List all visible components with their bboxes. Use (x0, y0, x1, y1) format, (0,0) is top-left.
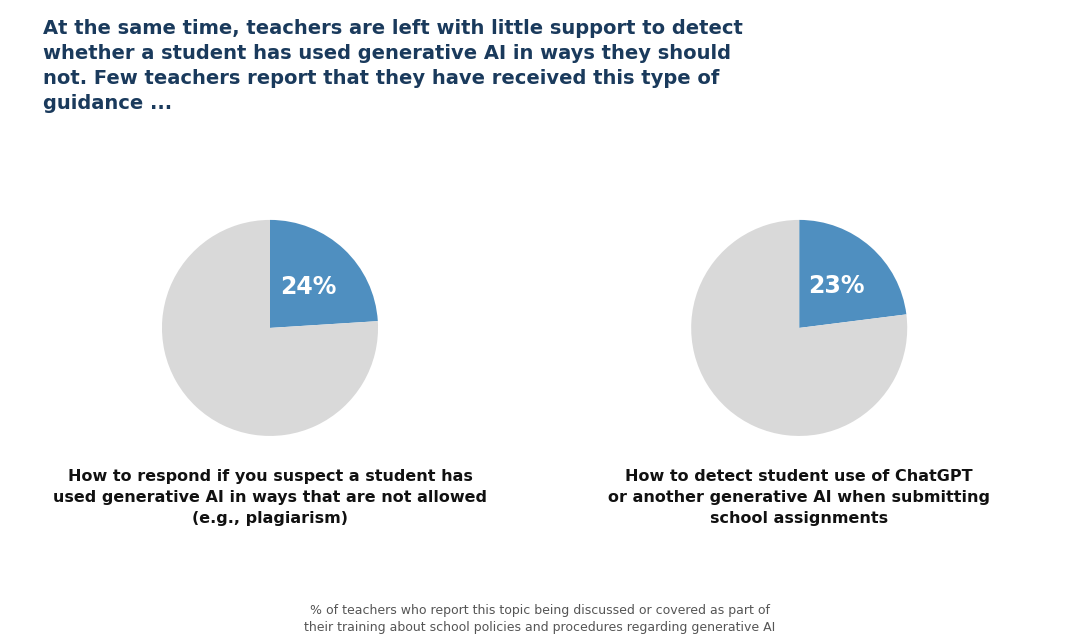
Wedge shape (799, 220, 906, 328)
Text: How to respond if you suspect a student has
used generative AI in ways that are : How to respond if you suspect a student … (53, 469, 487, 527)
Text: 24%: 24% (281, 275, 337, 299)
Text: How to detect student use of ChatGPT
or another generative AI when submitting
sc: How to detect student use of ChatGPT or … (608, 469, 990, 527)
Wedge shape (162, 220, 378, 436)
Text: % of teachers who report this topic being discussed or covered as part of
their : % of teachers who report this topic bein… (305, 604, 775, 635)
Wedge shape (270, 220, 378, 328)
Text: At the same time, teachers are left with little support to detect
whether a stud: At the same time, teachers are left with… (43, 19, 743, 113)
Text: 23%: 23% (808, 274, 865, 298)
Wedge shape (691, 220, 907, 436)
